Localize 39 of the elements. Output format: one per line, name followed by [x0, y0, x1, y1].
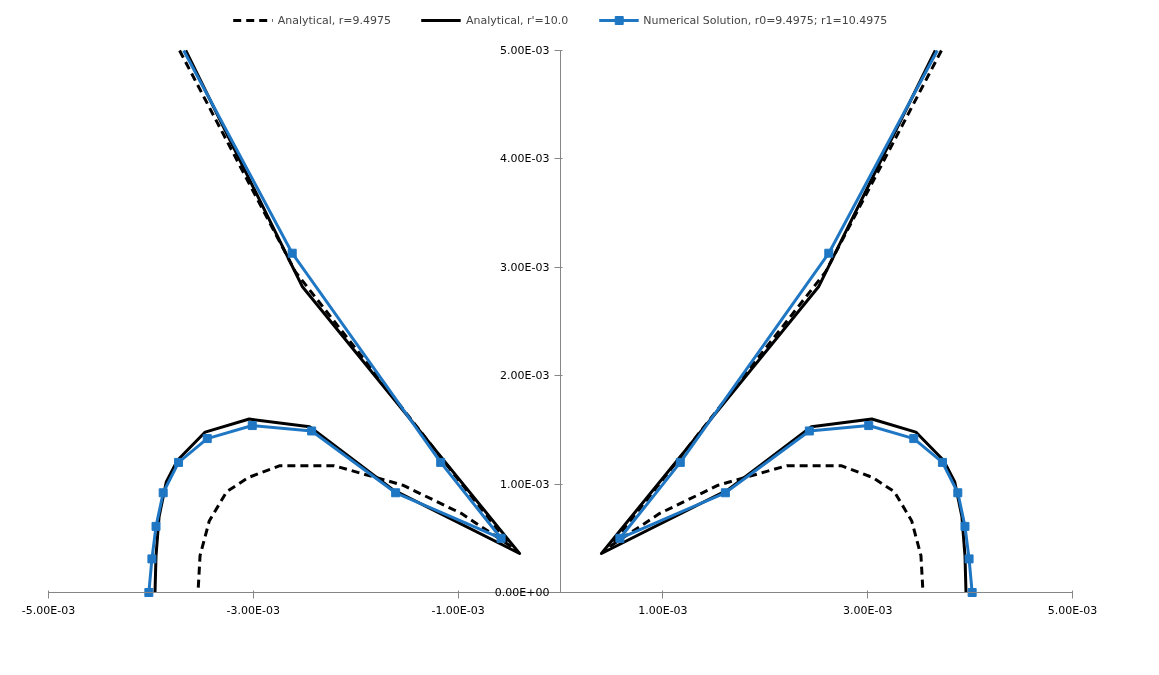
- point: [615, 533, 625, 543]
- point: [202, 434, 212, 444]
- point: [436, 457, 446, 467]
- point: [147, 554, 157, 564]
- point: [953, 488, 963, 498]
- point: [675, 457, 685, 467]
- x-tick-label: -3.00E-03: [226, 603, 280, 617]
- x-tick-label: 5.00E-03: [1047, 603, 1098, 617]
- point: [151, 521, 161, 531]
- legend-label: Numerical Solution, r0=9.4975; r1=10.4975: [643, 13, 888, 27]
- x-tick-label: 3.00E-03: [843, 603, 893, 617]
- point: [247, 421, 257, 431]
- point: [967, 588, 977, 597]
- point: [307, 426, 317, 436]
- point: [174, 457, 184, 467]
- x-tick-label: -5.00E-03: [21, 603, 76, 617]
- point: [287, 248, 297, 258]
- x-tick-label: -1.00E-03: [431, 603, 485, 617]
- point: [496, 533, 506, 543]
- point: [909, 434, 919, 444]
- legend-label: Analytical, r'=10.0: [465, 13, 569, 27]
- point: [824, 248, 834, 258]
- point: [964, 554, 974, 564]
- y-tick-label: 0.00E+00: [494, 586, 550, 599]
- y-tick-label: 3.00E-03: [500, 260, 550, 274]
- point: [937, 457, 947, 467]
- point: [720, 488, 730, 498]
- point: [144, 588, 154, 597]
- x-tick-label: 1.00E-03: [638, 603, 688, 617]
- legend-label: Analytical, r=9.4975: [277, 13, 391, 27]
- point: [158, 488, 168, 498]
- point: [960, 521, 970, 531]
- y-tick-label: 1.00E-03: [500, 477, 550, 491]
- point: [804, 426, 814, 436]
- point: [864, 421, 874, 431]
- y-tick-label: 5.00E-03: [500, 44, 550, 57]
- y-tick-label: 2.00E-03: [500, 369, 550, 383]
- y-tick-label: 4.00E-03: [500, 152, 550, 166]
- point: [391, 488, 401, 498]
